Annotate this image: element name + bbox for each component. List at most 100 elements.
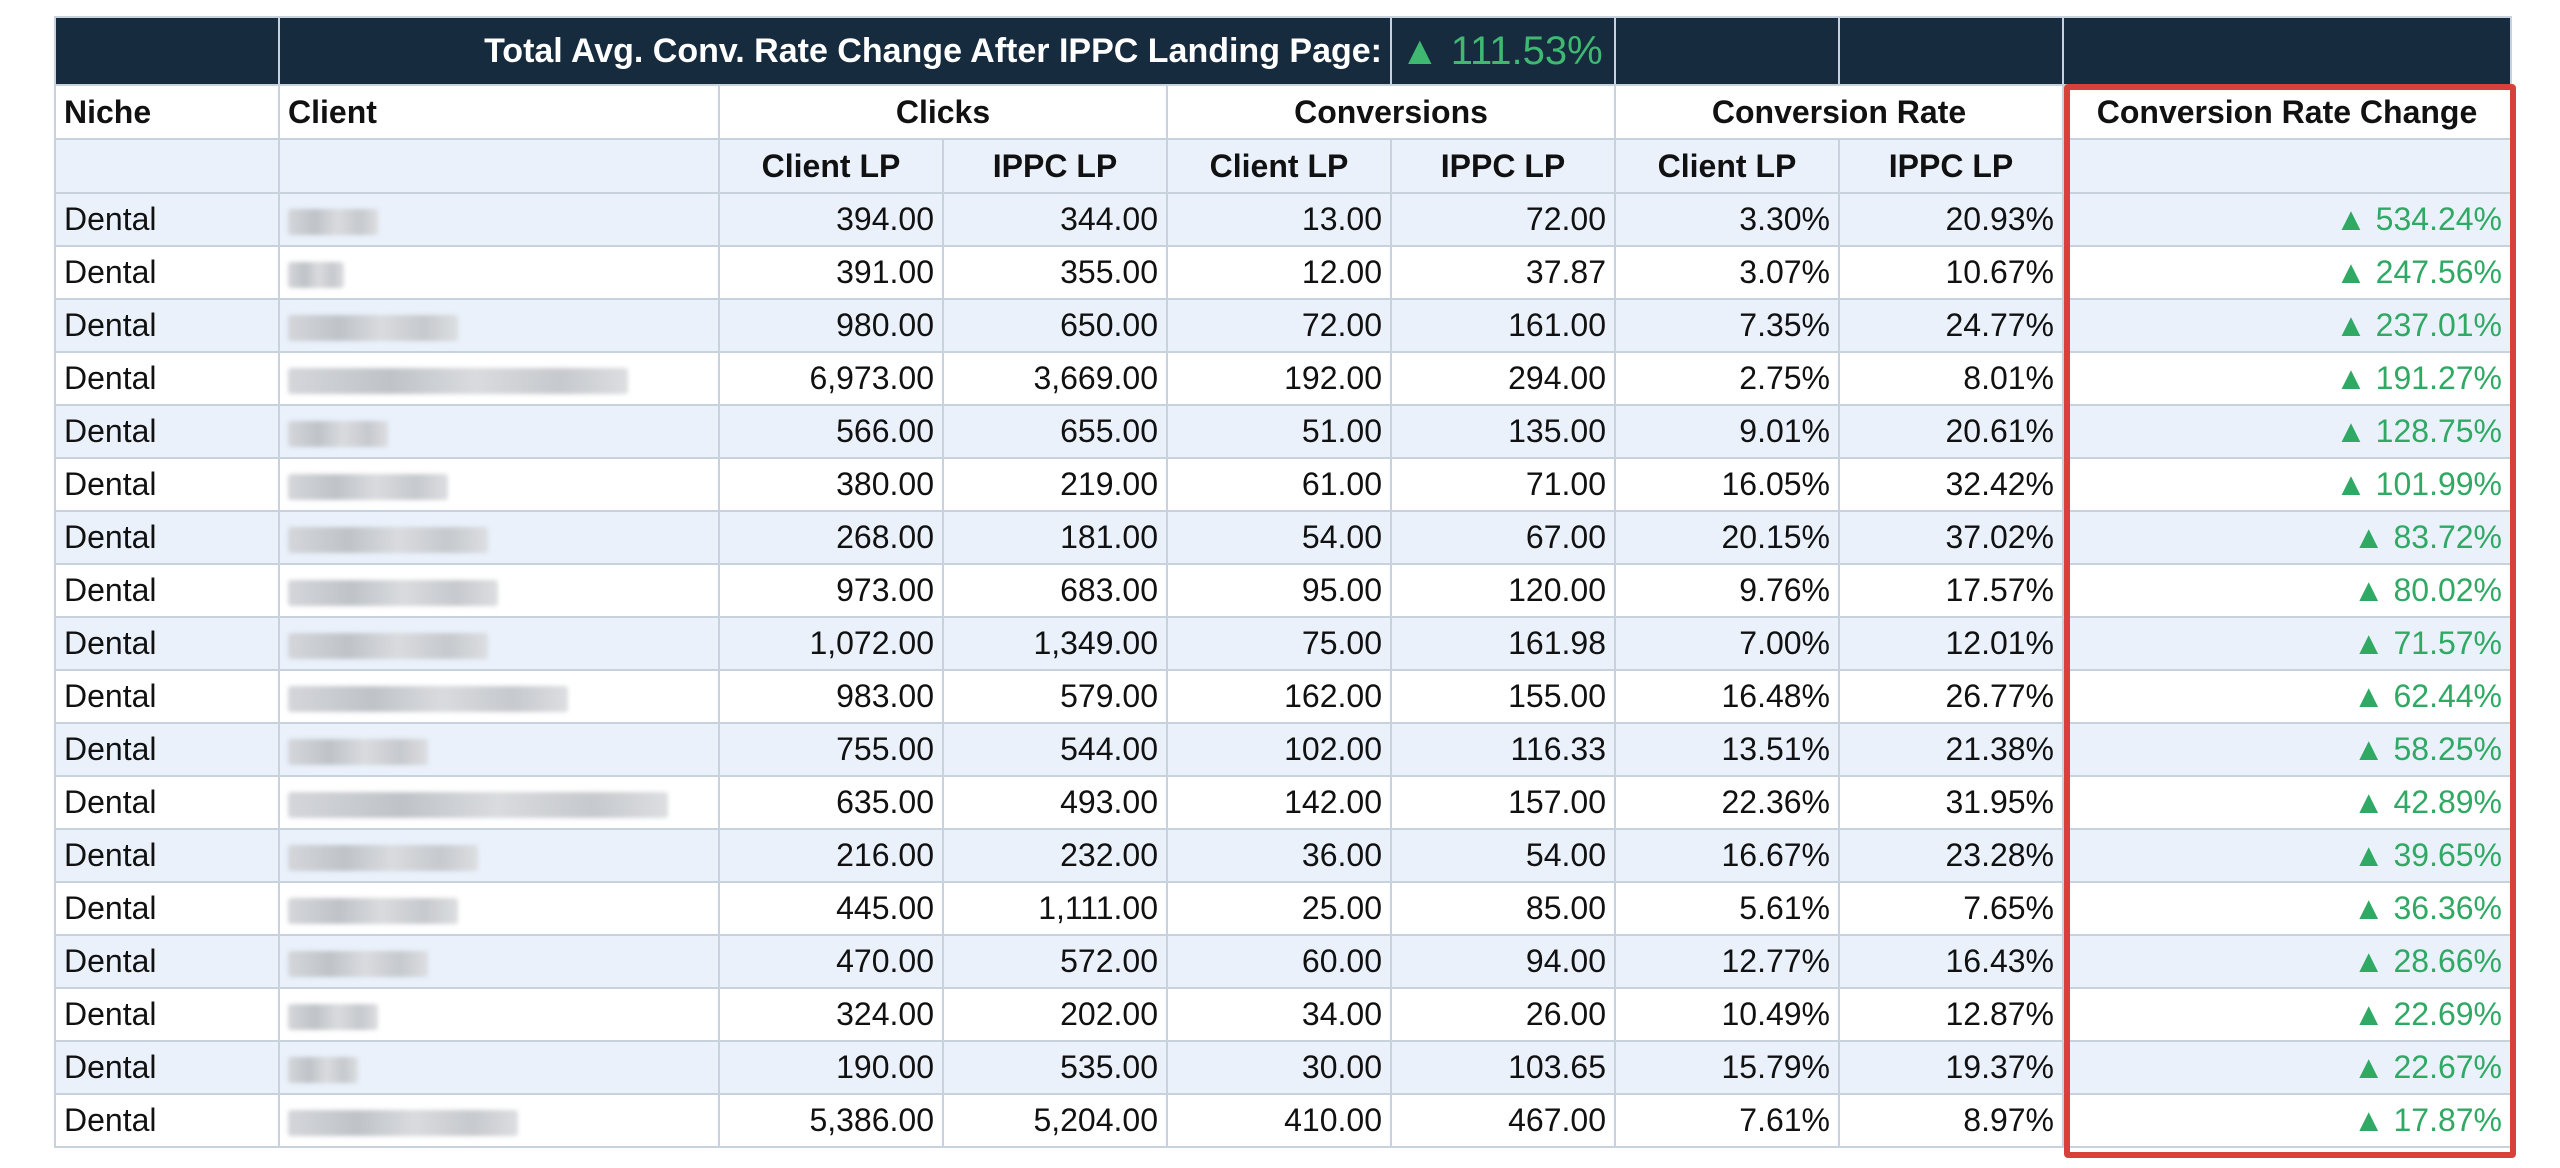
conversion-rate-change-cell: ▲ 42.89%	[2062, 775, 2512, 830]
conversion-rate-change-cell: ▲ 39.65%	[2062, 828, 2512, 883]
table-row: Dental 324.00 202.00 34.00 26.00 10.49% 12.87%…	[54, 987, 2512, 1042]
clicks-client-lp-cell: 1,072.00	[718, 616, 944, 671]
redacted-client-name	[288, 950, 428, 977]
conversions-client-lp-cell: 12.00	[1166, 245, 1392, 300]
rate-client-lp-cell: 16.48%	[1614, 669, 1840, 724]
conversions-client-lp-cell: 95.00	[1166, 563, 1392, 618]
niche-cell: Dental	[54, 934, 280, 989]
clicks-client-lp-cell: 980.00	[718, 298, 944, 353]
rate-ippc-lp-cell: 37.02%	[1838, 510, 2064, 565]
conversion-rate-change-cell: ▲ 58.25%	[2062, 722, 2512, 777]
table-row: Dental 635.00 493.00 142.00 157.00 22.36% 31.9…	[54, 775, 2512, 830]
niche-cell: Dental	[54, 351, 280, 406]
niche-cell: Dental	[54, 828, 280, 883]
rate-client-lp-cell: 9.01%	[1614, 404, 1840, 459]
clicks-ippc-lp-cell: 5,204.00	[942, 1093, 1168, 1148]
rate-client-lp-cell: 20.15%	[1614, 510, 1840, 565]
clicks-ippc-lp-cell: 1,111.00	[942, 881, 1168, 936]
rate-client-lp-cell: 7.61%	[1614, 1093, 1840, 1148]
niche-cell: Dental	[54, 563, 280, 618]
clicks-client-lp-cell: 6,973.00	[718, 351, 944, 406]
client-cell-redacted	[278, 563, 720, 618]
conversions-client-lp-cell: 34.00	[1166, 987, 1392, 1042]
redacted-client-name	[288, 844, 478, 871]
conversions-client-lp-cell: 410.00	[1166, 1093, 1392, 1148]
conversions-ippc-lp-cell: 26.00	[1390, 987, 1616, 1042]
niche-cell: Dental	[54, 1093, 280, 1148]
banner-value: ▲ 111.53%	[1390, 16, 1616, 86]
redacted-client-name	[288, 420, 388, 447]
rate-ippc-lp-cell: 26.77%	[1838, 669, 2064, 724]
niche-cell: Dental	[54, 881, 280, 936]
conversion-rate-change-cell: ▲ 62.44%	[2062, 669, 2512, 724]
conversions-client-lp-cell: 36.00	[1166, 828, 1392, 883]
client-cell-redacted	[278, 298, 720, 353]
conversions-ippc-lp-cell: 85.00	[1390, 881, 1616, 936]
table-row: Dental 980.00 650.00 72.00 161.00 7.35% 24.77%…	[54, 298, 2512, 353]
niche-cell: Dental	[54, 245, 280, 300]
table-row: Dental 983.00 579.00 162.00 155.00 16.48% 26.7…	[54, 669, 2512, 724]
niche-cell: Dental	[54, 192, 280, 247]
clicks-ippc-lp-cell: 579.00	[942, 669, 1168, 724]
rate-client-lp-cell: 15.79%	[1614, 1040, 1840, 1095]
table-row: Dental 5,386.00 5,204.00 410.00 467.00 7.61% 8…	[54, 1093, 2512, 1148]
client-cell-redacted	[278, 987, 720, 1042]
conversions-ippc-lp-cell: 116.33	[1390, 722, 1616, 777]
col-header-conversion-rate: Conversion Rate	[1614, 84, 2064, 140]
conversion-rate-change-cell: ▲ 80.02%	[2062, 563, 2512, 618]
clicks-ippc-lp-cell: 3,669.00	[942, 351, 1168, 406]
col-header-conversions: Conversions	[1166, 84, 1616, 140]
client-cell-redacted	[278, 828, 720, 883]
conversions-client-lp-cell: 51.00	[1166, 404, 1392, 459]
rate-client-lp-cell: 12.77%	[1614, 934, 1840, 989]
client-cell-redacted	[278, 404, 720, 459]
redacted-client-name	[288, 1109, 518, 1136]
conversion-rate-change-cell: ▲ 191.27%	[2062, 351, 2512, 406]
conversions-ippc-lp-cell: 161.98	[1390, 616, 1616, 671]
rate-ippc-lp-cell: 12.87%	[1838, 987, 2064, 1042]
table-row: Dental 391.00 355.00 12.00 37.87 3.07% 10.67% ▲…	[54, 245, 2512, 300]
banner-spacer	[1614, 16, 1840, 86]
clicks-client-lp-cell: 268.00	[718, 510, 944, 565]
rate-client-lp-cell: 9.76%	[1614, 563, 1840, 618]
table-row: Dental 268.00 181.00 54.00 67.00 20.15% 37.02%…	[54, 510, 2512, 565]
subheader-clicks-ippc-lp: IPPC LP	[942, 138, 1168, 194]
clicks-ippc-lp-cell: 355.00	[942, 245, 1168, 300]
clicks-ippc-lp-cell: 535.00	[942, 1040, 1168, 1095]
rate-ippc-lp-cell: 8.97%	[1838, 1093, 2064, 1148]
subheader-rate-ippc-lp: IPPC LP	[1838, 138, 2064, 194]
banner-spacer	[54, 16, 280, 86]
conversions-ippc-lp-cell: 67.00	[1390, 510, 1616, 565]
table-row: Dental 566.00 655.00 51.00 135.00 9.01% 20.61%…	[54, 404, 2512, 459]
redacted-client-name	[288, 738, 428, 765]
client-cell-redacted	[278, 616, 720, 671]
banner-spacer	[2062, 16, 2512, 86]
rate-ippc-lp-cell: 19.37%	[1838, 1040, 2064, 1095]
rate-ippc-lp-cell: 20.93%	[1838, 192, 2064, 247]
rate-ippc-lp-cell: 12.01%	[1838, 616, 2064, 671]
client-cell-redacted	[278, 351, 720, 406]
table-row: Dental 216.00 232.00 36.00 54.00 16.67% 23.28%…	[54, 828, 2512, 883]
conversion-rate-change-cell: ▲ 247.56%	[2062, 245, 2512, 300]
rate-client-lp-cell: 2.75%	[1614, 351, 1840, 406]
rate-ippc-lp-cell: 16.43%	[1838, 934, 2064, 989]
subheader-empty	[278, 138, 720, 194]
table-row: Dental 470.00 572.00 60.00 94.00 12.77% 16.43%…	[54, 934, 2512, 989]
subheader-conversions-client-lp: Client LP	[1166, 138, 1392, 194]
client-cell-redacted	[278, 510, 720, 565]
rate-ippc-lp-cell: 21.38%	[1838, 722, 2064, 777]
rate-client-lp-cell: 7.00%	[1614, 616, 1840, 671]
clicks-ippc-lp-cell: 544.00	[942, 722, 1168, 777]
rate-ippc-lp-cell: 17.57%	[1838, 563, 2064, 618]
niche-cell: Dental	[54, 722, 280, 777]
redacted-client-name	[288, 1003, 378, 1030]
conversion-rate-change-cell: ▲ 237.01%	[2062, 298, 2512, 353]
rate-client-lp-cell: 13.51%	[1614, 722, 1840, 777]
table-row: Dental 755.00 544.00 102.00 116.33 13.51% 21.3…	[54, 722, 2512, 777]
conversions-client-lp-cell: 54.00	[1166, 510, 1392, 565]
subheader-empty	[54, 138, 280, 194]
conversions-ippc-lp-cell: 103.65	[1390, 1040, 1616, 1095]
conversion-rate-change-cell: ▲ 83.72%	[2062, 510, 2512, 565]
conversions-ippc-lp-cell: 72.00	[1390, 192, 1616, 247]
clicks-client-lp-cell: 755.00	[718, 722, 944, 777]
